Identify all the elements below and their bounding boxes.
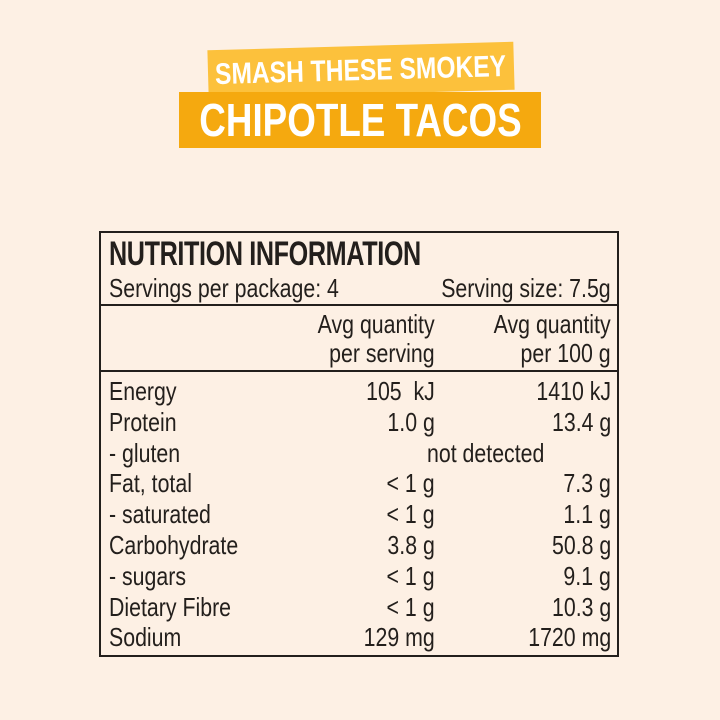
value-per-serving: < 1 g xyxy=(386,591,435,622)
table-row-dietary-fibre: Dietary Fibre < 1 g 10.3 g xyxy=(101,594,617,625)
header-per-100g: Avg quantity per 100 g xyxy=(468,311,611,366)
table-row-sodium: Sodium 129 mg 1720 mg xyxy=(101,624,617,655)
row-label: - sugars xyxy=(109,560,187,591)
panel-title: NUTRITION INFORMATION xyxy=(109,235,421,273)
header-per-serving-line2: per serving xyxy=(329,338,435,368)
table-row-energy: Energy 105 kJ 1410 kJ xyxy=(101,378,617,409)
row-label: - saturated xyxy=(109,499,211,530)
value-per-serving: 3.8 g xyxy=(387,529,435,560)
value-per-100g: 1.1 g xyxy=(563,499,611,530)
row-label: Fat, total xyxy=(109,468,192,499)
value-per-serving: < 1 g xyxy=(386,560,435,591)
table-row-saturated: - saturated < 1 g 1.1 g xyxy=(101,501,617,532)
nutrition-rows: Energy 105 kJ 1410 kJ Protein 1.0 g 13.4… xyxy=(101,378,617,655)
nutrition-panel: NUTRITION INFORMATION Servings per packa… xyxy=(99,231,619,657)
value-per-serving: < 1 g xyxy=(386,468,435,499)
header-per-100g-line1: Avg quantity xyxy=(494,309,611,339)
banner-subtitle-text: SMASH THESE SMOKEY xyxy=(215,49,507,92)
table-row-carbohydrate: Carbohydrate 3.8 g 50.8 g xyxy=(101,532,617,563)
row-label: Energy xyxy=(109,376,177,406)
row-label: Dietary Fibre xyxy=(109,591,232,622)
header-per-serving: Avg quantity per serving xyxy=(292,311,435,366)
divider xyxy=(101,304,617,306)
value-per-100g: 13.4 g xyxy=(551,406,611,437)
value-per-serving: 1.0 g xyxy=(387,406,435,437)
value-per-100g: 7.3 g xyxy=(563,468,611,499)
value-per-serving: 129 mg xyxy=(363,622,435,653)
table-row-protein: Protein 1.0 g 13.4 g xyxy=(101,409,617,440)
value-combined: not detected xyxy=(427,437,545,468)
banner-title-text: CHIPOTLE TACOS xyxy=(198,94,522,146)
value-per-100g: 9.1 g xyxy=(563,560,611,591)
banner-title: CHIPOTLE TACOS xyxy=(179,92,541,148)
servings-per-package: Servings per package: 4 xyxy=(109,273,339,303)
row-label: - gluten xyxy=(109,437,181,468)
value-per-serving: < 1 g xyxy=(386,499,435,530)
value-per-100g: 10.3 g xyxy=(551,591,611,622)
table-row-fat-total: Fat, total < 1 g 7.3 g xyxy=(101,470,617,501)
header-per-serving-line1: Avg quantity xyxy=(318,309,435,339)
header-per-100g-line2: per 100 g xyxy=(520,338,611,368)
value-per-serving: 105 kJ xyxy=(366,376,435,406)
divider xyxy=(101,370,617,372)
row-label: Carbohydrate xyxy=(109,529,239,560)
serving-size: Serving size: 7.5g xyxy=(441,273,611,303)
row-label: Sodium xyxy=(109,622,182,653)
row-label: Protein xyxy=(109,406,177,437)
table-row-sugars: - sugars < 1 g 9.1 g xyxy=(101,563,617,594)
value-per-100g: 50.8 g xyxy=(551,529,611,560)
banner-subtitle: SMASH THESE SMOKEY xyxy=(207,41,515,99)
value-per-100g: 1720 mg xyxy=(528,622,611,653)
table-row-gluten: - gluten not detected xyxy=(101,440,617,471)
value-per-100g: 1410 kJ xyxy=(536,376,611,406)
